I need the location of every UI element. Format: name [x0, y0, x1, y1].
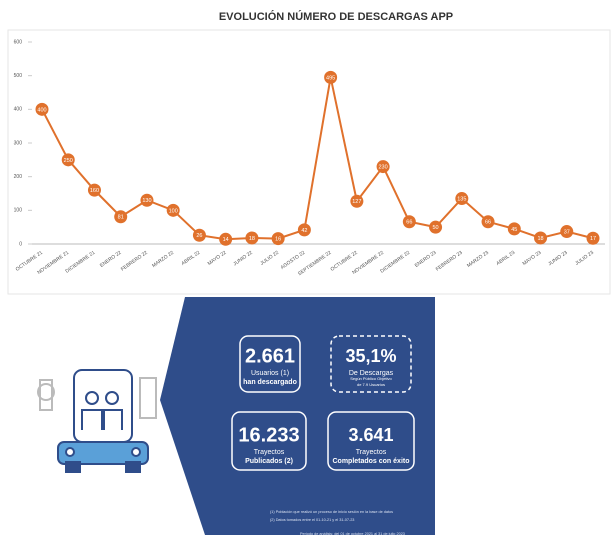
data-point — [192, 228, 206, 242]
x-tick-label: MAYO 23 — [522, 250, 543, 267]
data-label: 45 — [511, 227, 517, 233]
data-label: 26 — [196, 233, 202, 239]
data-label: 18 — [249, 236, 255, 242]
stat-label: Completados con éxito — [332, 458, 409, 465]
data-point — [560, 225, 574, 239]
stat-value: 35,1% — [345, 346, 396, 366]
info-panel — [160, 297, 435, 535]
data-label: 16 — [275, 237, 281, 243]
footnote: (1) Población que realizó un proceso de … — [270, 510, 393, 514]
stat-box — [231, 411, 307, 471]
data-point — [35, 102, 49, 116]
stat-label: Trayectos — [356, 449, 387, 456]
data-point — [402, 215, 416, 229]
data-point — [61, 153, 75, 167]
data-line — [41, 77, 594, 241]
y-tick-label: 600 — [14, 39, 23, 45]
stat-box — [239, 335, 301, 393]
stat-label: Trayectos — [254, 449, 285, 456]
footnote: (2) Datos tomados entre el 01-10-21 y el… — [270, 518, 354, 522]
x-tick-label: ABRIL 23 — [495, 250, 516, 267]
stat-label: de 7.9 Usuarios — [357, 382, 385, 387]
data-point — [481, 215, 495, 229]
x-tick-label: DICIEMBRE 21 — [64, 250, 96, 275]
data-point — [114, 210, 128, 224]
stat-label: Usuarios (1) — [251, 370, 289, 377]
data-label: 50 — [433, 225, 439, 231]
data-point — [324, 70, 338, 84]
data-point — [219, 232, 233, 246]
data-label: 18 — [537, 236, 543, 242]
x-tick-label: FEBRERO 22 — [120, 250, 149, 273]
stat-box — [330, 335, 412, 393]
stat-box — [327, 411, 415, 471]
y-tick-label: 200 — [14, 174, 23, 180]
footnote: Periodo de análisis: del 01 de octubre 2… — [300, 532, 405, 535]
stat-label: Según Público Objetivo — [350, 376, 392, 381]
data-point — [87, 183, 101, 197]
data-label: 160 — [90, 188, 99, 194]
y-tick-label: 100 — [14, 208, 23, 214]
stat-value: 3.641 — [348, 425, 393, 445]
data-point — [586, 231, 600, 245]
stat-label: han descargado — [243, 379, 297, 386]
stat-value: 2.661 — [245, 345, 295, 367]
chart-title: EVOLUCIÓN NÚMERO DE DESCARGAS APP — [219, 10, 453, 23]
data-point — [297, 223, 311, 237]
data-point — [507, 222, 521, 236]
data-label: 66 — [485, 220, 491, 226]
x-tick-label: ENERO 23 — [414, 250, 438, 269]
data-label: 400 — [37, 107, 46, 113]
x-tick-label: JUNIO 22 — [232, 250, 254, 268]
car-icon — [37, 369, 157, 473]
data-label: 81 — [118, 215, 124, 221]
data-label: 135 — [457, 197, 466, 203]
data-label: 14 — [223, 237, 229, 243]
data-point — [166, 203, 180, 217]
x-tick-label: JULIO 22 — [259, 250, 280, 267]
data-point — [534, 231, 548, 245]
y-tick-label: 0 — [19, 241, 22, 247]
x-tick-label: ENERO 22 — [99, 250, 123, 269]
data-point — [455, 192, 469, 206]
data-point — [271, 232, 285, 246]
y-tick-label: 400 — [14, 107, 23, 113]
x-tick-label: JULIO 23 — [574, 250, 595, 267]
x-tick-label: JUNIO 23 — [547, 250, 569, 268]
chart-frame — [7, 29, 611, 295]
data-point — [245, 231, 259, 245]
data-point — [376, 160, 390, 174]
data-label: 66 — [406, 220, 412, 226]
data-label: 230 — [379, 165, 388, 171]
data-label: 130 — [142, 198, 151, 204]
data-label: 17 — [590, 236, 596, 242]
x-tick-label: ABRIL 22 — [181, 250, 202, 267]
x-tick-label: MAYO 22 — [207, 250, 228, 267]
y-tick-label: 500 — [14, 73, 23, 79]
stat-label: Publicados (2) — [245, 458, 293, 465]
data-point — [350, 194, 364, 208]
data-label: 250 — [64, 158, 73, 164]
data-point — [429, 220, 443, 234]
stat-label: De Descargas — [349, 370, 394, 377]
data-label: 100 — [169, 208, 178, 214]
x-tick-label: MARZO 22 — [151, 250, 175, 269]
x-tick-label: MARZO 23 — [466, 250, 490, 269]
x-tick-label: DICIEMBRE 22 — [379, 250, 411, 275]
data-label: 42 — [301, 228, 307, 234]
stat-value: 16.233 — [238, 424, 299, 446]
x-tick-label: FEBRERO 23 — [435, 250, 464, 273]
data-label: 495 — [326, 75, 335, 81]
data-point — [140, 193, 154, 207]
data-label: 37 — [564, 229, 570, 235]
y-tick-label: 300 — [14, 140, 23, 146]
data-label: 127 — [352, 199, 361, 205]
